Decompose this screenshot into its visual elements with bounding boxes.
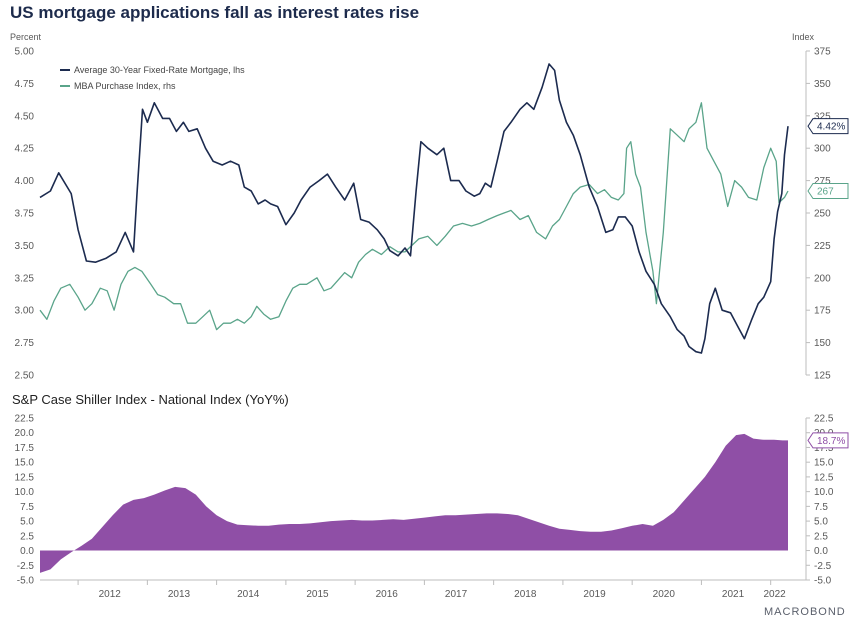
x-tick-label: 2013 (168, 589, 191, 600)
right-tick-label: 200 (814, 273, 831, 284)
right-axis-label: Index (792, 32, 815, 42)
caseshiller-last-value-tag: 18.7% (807, 432, 849, 449)
bottom-left-tick-label: 12.5 (15, 472, 35, 483)
left-tick-label: 2.50 (15, 371, 35, 382)
right-tick-label: 350 (814, 79, 831, 90)
x-tick-label: 2015 (306, 589, 329, 600)
case-shiller-area (40, 433, 788, 573)
left-tick-label: 2.75 (15, 338, 35, 349)
bottom-left-tick-label: 0.0 (20, 546, 34, 557)
left-tick-label: 3.00 (15, 306, 35, 317)
left-tick-label: 3.50 (15, 241, 35, 252)
left-tick-label: 3.25 (15, 273, 35, 284)
x-tick-label: 2019 (583, 589, 606, 600)
x-tick-label: 2018 (514, 589, 537, 600)
left-tick-label: 4.50 (15, 111, 35, 122)
right-tick-label: 175 (814, 306, 831, 317)
bottom-right-tick-label: 5.0 (814, 517, 828, 528)
bottom-left-tick-label: -5.0 (17, 576, 35, 587)
right-tick-label: 225 (814, 241, 831, 252)
x-tick-label: 2020 (653, 589, 676, 600)
bottom-left-tick-label: 15.0 (15, 458, 35, 469)
bottom-right-tick-label: 10.0 (814, 487, 834, 498)
bottom-right-tick-label: 22.5 (814, 414, 834, 425)
left-tick-label: 5.00 (15, 47, 35, 58)
bottom-left-tick-label: 2.5 (20, 531, 34, 542)
right-tick-label: 250 (814, 209, 831, 220)
bottom-panel-title: S&P Case Shiller Index - National Index … (12, 392, 289, 407)
bottom-right-tick-label: 0.0 (814, 546, 828, 557)
right-tick-label: 125 (814, 371, 831, 382)
bottom-right-tick-label: -5.0 (814, 576, 832, 587)
right-tick-label: 375 (814, 47, 831, 58)
bottom-left-tick-label: 7.5 (20, 502, 34, 513)
right-tick-label: 275 (814, 176, 831, 187)
page-title: US mortgage applications fall as interes… (10, 3, 420, 22)
left-axis-ticks: 5.00 4.75 4.50 4.25 4.00 3.75 3.50 3.25 3.00 2.75… (15, 47, 35, 382)
bottom-axis-ticks: 22.522.520.020.017.517.515.015.012.512.5… (15, 414, 834, 587)
legend-purchase: MBA Purchase Index, rhs (74, 81, 176, 91)
bottom-right-tick-label: 15.0 (814, 458, 834, 469)
case-shiller-area-group (40, 433, 788, 573)
bottom-left-tick-label: 17.5 (15, 443, 35, 454)
macrobond-logo: MACROBOND (764, 606, 846, 618)
left-tick-label: 4.25 (15, 144, 35, 155)
x-tick-label: 2022 (763, 589, 786, 600)
bottom-left-tick-label: 10.0 (15, 487, 35, 498)
bottom-left-tick-label: 20.0 (15, 428, 35, 439)
bottom-left-tick-label: -2.5 (17, 561, 35, 572)
x-tick-label: 2021 (722, 589, 745, 600)
caseshiller-last-value: 18.7% (817, 436, 845, 447)
bottom-right-tick-label: -2.5 (814, 561, 832, 572)
legend-mortgage: Average 30-Year Fixed-Rate Mortgage, lhs (74, 65, 245, 75)
legend: Average 30-Year Fixed-Rate Mortgage, lhs… (60, 65, 245, 91)
mortgage-last-value-tag: 4.42% (807, 118, 849, 135)
right-tick-label: 325 (814, 111, 831, 122)
bottom-right-tick-label: 2.5 (814, 531, 828, 542)
x-axis-ticks: 2012 2013 2014 2015 2016 2017 2018 2019 2020 2021… (77, 580, 786, 600)
bottom-left-tick-label: 22.5 (15, 414, 35, 425)
bottom-right-tick-label: 7.5 (814, 502, 828, 513)
series-lines (39, 63, 789, 354)
left-tick-label: 3.75 (15, 209, 35, 220)
mortgage-rate-line (39, 63, 789, 354)
purchase-index-line (39, 102, 789, 331)
purchase-last-value-tag: 267 (807, 182, 849, 199)
bottom-left-tick-label: 5.0 (20, 517, 34, 528)
bottom-right-tick-label: 17.5 (814, 443, 834, 454)
mortgage-last-value: 4.42% (817, 122, 845, 133)
left-axis-label: Percent (10, 32, 42, 42)
purchase-last-value: 267 (817, 186, 834, 197)
x-tick-label: 2016 (376, 589, 399, 600)
right-axis-ticks: 375 350 325 300 275 250 225 200 175 150 125 (806, 47, 831, 382)
x-tick-label: 2012 (99, 589, 122, 600)
brand-text: MACROBOND (764, 606, 846, 618)
left-tick-label: 4.00 (15, 176, 35, 187)
x-tick-label: 2014 (237, 589, 260, 600)
right-tick-label: 300 (814, 144, 831, 155)
right-tick-label: 150 (814, 338, 831, 349)
bottom-right-tick-label: 12.5 (814, 472, 834, 483)
left-tick-label: 4.75 (15, 79, 35, 90)
x-tick-label: 2017 (445, 589, 468, 600)
